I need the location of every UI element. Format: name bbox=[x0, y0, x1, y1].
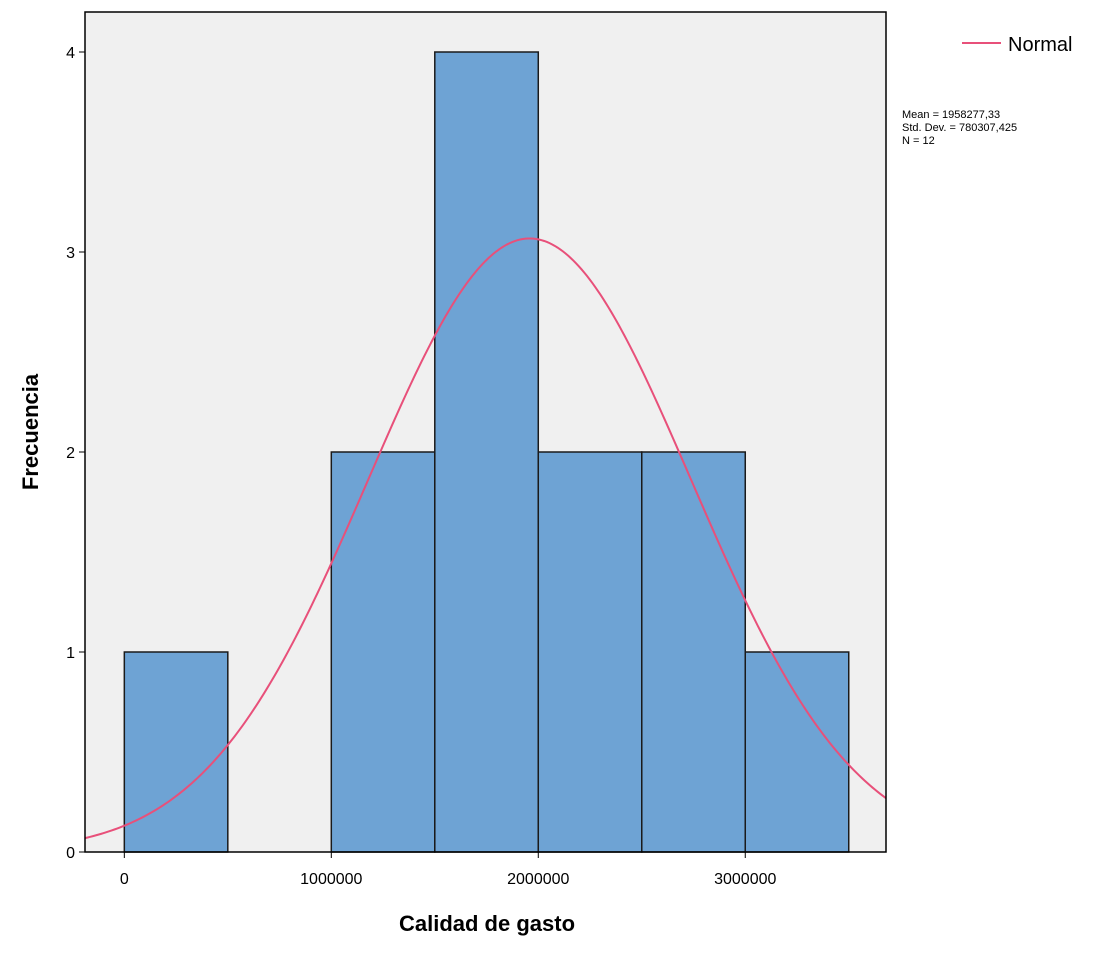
x-axis-ticks: 0 1000000 2000000 3000000 bbox=[120, 852, 776, 888]
x-tick-label: 2000000 bbox=[507, 871, 569, 888]
histogram-bars bbox=[123, 51, 850, 853]
y-tick-label: 4 bbox=[66, 45, 75, 62]
histogram-bar bbox=[123, 651, 229, 853]
legend-label-normal: Normal bbox=[1008, 34, 1072, 56]
x-tick-label: 0 bbox=[120, 871, 129, 888]
y-axis-ticks: 0 1 2 3 4 bbox=[66, 45, 85, 862]
stats-n: N = 12 bbox=[902, 135, 935, 147]
y-tick-label: 3 bbox=[66, 245, 75, 262]
x-tick-label: 3000000 bbox=[714, 871, 776, 888]
histogram-bar bbox=[641, 451, 747, 853]
plot-frame bbox=[84, 11, 887, 853]
y-axis-title: Frecuencia bbox=[18, 373, 43, 490]
histogram-bar bbox=[434, 51, 540, 853]
x-tick-label: 1000000 bbox=[300, 871, 362, 888]
histogram-bar bbox=[744, 651, 850, 853]
normal-curve bbox=[84, 237, 887, 840]
y-tick-label: 0 bbox=[66, 845, 75, 862]
legend: Normal bbox=[962, 34, 1072, 56]
y-tick-label: 2 bbox=[66, 445, 75, 462]
histogram-bar bbox=[330, 451, 436, 853]
stats-box: Mean = 1958277,33 Std. Dev. = 780307,425… bbox=[902, 109, 1017, 147]
y-tick-label: 1 bbox=[66, 645, 75, 662]
histogram-bar bbox=[537, 451, 643, 853]
x-axis-title: Calidad de gasto bbox=[399, 911, 575, 936]
stats-std-dev: Std. Dev. = 780307,425 bbox=[902, 122, 1017, 134]
stats-mean: Mean = 1958277,33 bbox=[902, 109, 1000, 121]
